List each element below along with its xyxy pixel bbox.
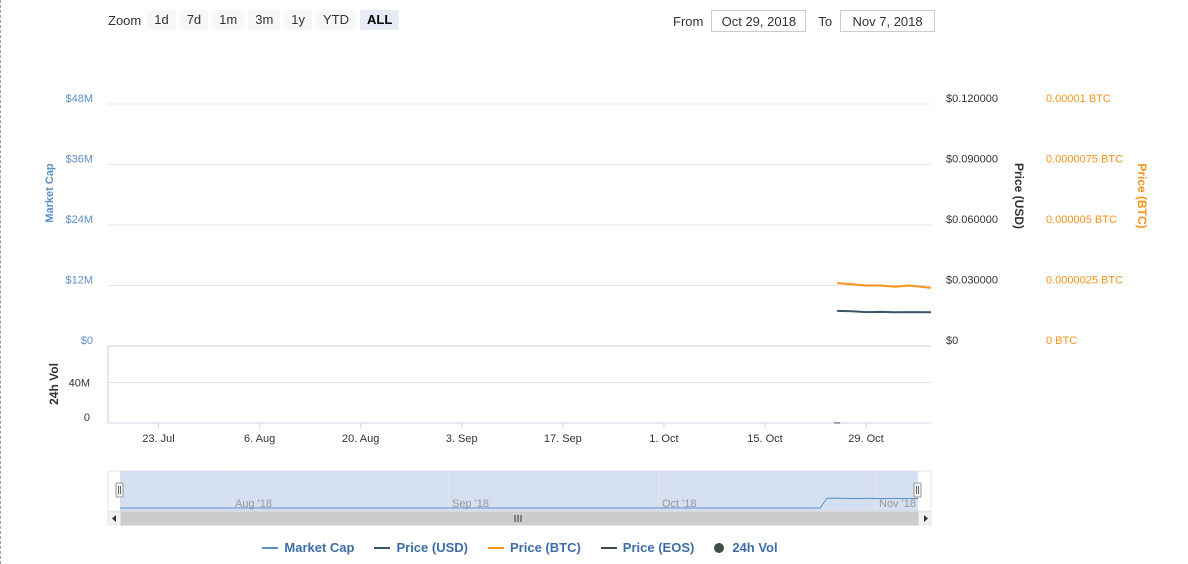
legend-swatch-market-cap (262, 546, 279, 549)
legend-swatch-price-eos (600, 546, 617, 549)
right-btc-tick-label: 0.00001 BTC (1046, 93, 1111, 105)
legend-swatch-price-usd (374, 546, 391, 549)
volume-tick-label: 40M (69, 377, 90, 389)
legend-label-price-eos: Price (EOS) (622, 540, 695, 555)
volume-bar (834, 422, 841, 424)
navigator-selected-range (120, 471, 918, 511)
zoom-1y-button[interactable]: 1y (284, 10, 313, 30)
scrollbar-right-arrow-icon[interactable] (924, 515, 928, 522)
left-tick-label: $0 (81, 335, 93, 347)
x-tick-label: 3. Sep (446, 433, 478, 445)
navigator-left-handle[interactable] (115, 482, 124, 498)
x-tick-label: 6. Aug (244, 433, 275, 445)
right-usd-tick-label: $0 (946, 335, 958, 347)
right-usd-tick-label: $0.090000 (946, 154, 998, 166)
x-tick-label: 1. Oct (649, 433, 678, 445)
legend-label-market-cap: Market Cap (284, 540, 355, 555)
legend-item-price-usd[interactable]: Price (USD) (374, 540, 468, 555)
date-range: From To (673, 9, 936, 33)
zoom-label: Zoom (108, 12, 142, 28)
right-usd-tick-label: $0.120000 (946, 93, 998, 105)
right-btc-tick-label: 0.000005 BTC (1046, 214, 1117, 226)
price-usd-series-line (837, 309, 932, 314)
navigator-tick-label: Nov '18 (879, 498, 916, 510)
zoom-ytd-button[interactable]: YTD (316, 10, 357, 30)
legend-item-price-eos[interactable]: Price (EOS) (600, 540, 695, 555)
navigator-right-handle[interactable] (913, 482, 922, 498)
legend-label-price-usd: Price (USD) (396, 540, 468, 555)
right-usd-tick-label: $0.060000 (946, 214, 998, 226)
price-btc-series-line (837, 282, 932, 289)
to-date-input[interactable] (840, 10, 936, 32)
chart-legend: Market Cap Price (USD) Price (BTC) Price… (0, 540, 1040, 555)
right-btc-tick-label: 0 BTC (1046, 335, 1077, 347)
navigator-tick-label: Oct '18 (662, 498, 697, 510)
legend-label-24h-vol: 24h Vol (732, 540, 778, 555)
to-label: To (818, 13, 833, 29)
x-tick-label: 17. Sep (544, 433, 582, 445)
from-label: From (673, 13, 704, 29)
volume-tick-label: 0 (84, 412, 90, 424)
from-date-input[interactable] (711, 10, 807, 32)
legend-item-price-btc[interactable]: Price (BTC) (488, 540, 581, 555)
zoom-1d-button[interactable]: 1d (147, 10, 176, 30)
x-tick-label: 20. Aug (342, 433, 379, 445)
navigator-tick-label: Sep '18 (452, 498, 489, 510)
zoom-7d-button[interactable]: 7d (179, 10, 209, 30)
navigator-tick-label: Aug '18 (235, 498, 272, 510)
volume-axis-title: 24h Vol (47, 363, 61, 405)
zoom-all-button[interactable]: ALL (360, 10, 400, 30)
left-tick-label: $24M (65, 214, 93, 226)
legend-item-market-cap[interactable]: Market Cap (262, 540, 354, 555)
range-selector: Zoom 1d 7d 1m 3m 1y YTD ALL (108, 9, 403, 31)
page-edge-dashed-border (0, 0, 1, 564)
scrollbar-left-arrow-icon[interactable] (112, 515, 116, 522)
legend-swatch-24h-vol (714, 542, 725, 553)
zoom-3m-button[interactable]: 3m (248, 10, 281, 30)
zoom-1m-button[interactable]: 1m (212, 10, 245, 30)
left-tick-label: $48M (65, 93, 93, 105)
right-usd-tick-label: $0.030000 (946, 275, 998, 287)
right-btc-tick-label: 0.0000025 BTC (1046, 275, 1123, 287)
navigator-scrollbar-thumb[interactable] (120, 511, 919, 526)
right-btc-axis-title: Price (BTC) (1135, 163, 1149, 228)
right-btc-tick-label: 0.0000075 BTC (1046, 154, 1123, 166)
x-tick-label: 23. Jul (142, 433, 174, 445)
left-axis-title: Market Cap (44, 163, 56, 223)
legend-swatch-price-btc (488, 546, 504, 549)
legend-item-24h-vol[interactable]: 24h Vol (714, 540, 778, 555)
x-tick-label: 29. Oct (848, 433, 883, 445)
left-tick-label: $36M (65, 154, 93, 166)
left-tick-label: $12M (65, 275, 93, 287)
x-tick-label: 15. Oct (747, 433, 782, 445)
legend-label-price-btc: Price (BTC) (510, 540, 581, 555)
right-usd-axis-title: Price (USD) (1012, 163, 1026, 229)
navigator-series-line (120, 497, 919, 509)
